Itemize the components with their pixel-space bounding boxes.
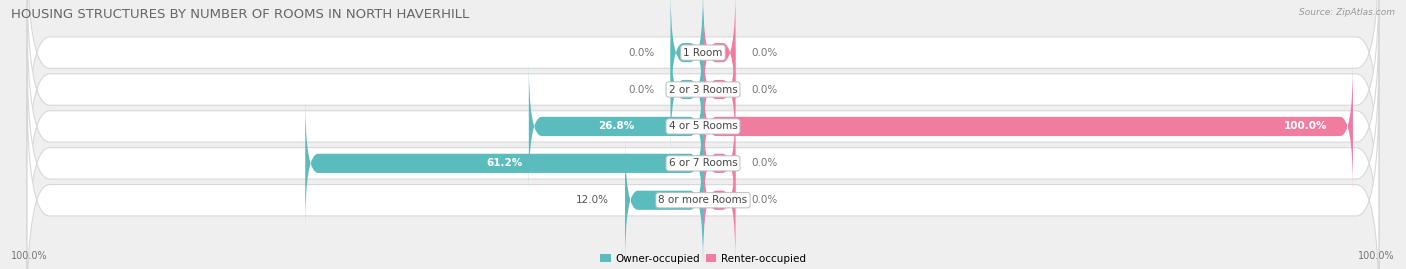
Text: 0.0%: 0.0%	[752, 48, 778, 58]
Text: 0.0%: 0.0%	[752, 84, 778, 94]
FancyBboxPatch shape	[27, 13, 1379, 240]
FancyBboxPatch shape	[703, 25, 735, 154]
FancyBboxPatch shape	[703, 62, 1353, 191]
Text: 61.2%: 61.2%	[486, 158, 522, 168]
Text: 0.0%: 0.0%	[628, 84, 654, 94]
Text: Source: ZipAtlas.com: Source: ZipAtlas.com	[1299, 8, 1395, 17]
FancyBboxPatch shape	[27, 50, 1379, 269]
FancyBboxPatch shape	[27, 0, 1379, 166]
Text: 100.0%: 100.0%	[11, 251, 48, 261]
Text: 4 or 5 Rooms: 4 or 5 Rooms	[669, 121, 737, 132]
Text: 2 or 3 Rooms: 2 or 3 Rooms	[669, 84, 737, 94]
FancyBboxPatch shape	[27, 0, 1379, 203]
Text: 100.0%: 100.0%	[1358, 251, 1395, 261]
FancyBboxPatch shape	[27, 87, 1379, 269]
Text: 6 or 7 Rooms: 6 or 7 Rooms	[669, 158, 737, 168]
Text: 1 Room: 1 Room	[683, 48, 723, 58]
FancyBboxPatch shape	[671, 0, 703, 117]
Text: 26.8%: 26.8%	[598, 121, 634, 132]
FancyBboxPatch shape	[703, 0, 735, 117]
FancyBboxPatch shape	[703, 99, 735, 228]
Text: HOUSING STRUCTURES BY NUMBER OF ROOMS IN NORTH HAVERHILL: HOUSING STRUCTURES BY NUMBER OF ROOMS IN…	[11, 8, 470, 21]
Text: 12.0%: 12.0%	[576, 195, 609, 205]
FancyBboxPatch shape	[529, 62, 703, 191]
FancyBboxPatch shape	[626, 136, 703, 264]
FancyBboxPatch shape	[703, 136, 735, 264]
Text: 8 or more Rooms: 8 or more Rooms	[658, 195, 748, 205]
Text: 100.0%: 100.0%	[1284, 121, 1327, 132]
Legend: Owner-occupied, Renter-occupied: Owner-occupied, Renter-occupied	[596, 250, 810, 268]
FancyBboxPatch shape	[305, 99, 703, 228]
Text: 0.0%: 0.0%	[628, 48, 654, 58]
FancyBboxPatch shape	[671, 25, 703, 154]
Text: 0.0%: 0.0%	[752, 195, 778, 205]
Text: 0.0%: 0.0%	[752, 158, 778, 168]
